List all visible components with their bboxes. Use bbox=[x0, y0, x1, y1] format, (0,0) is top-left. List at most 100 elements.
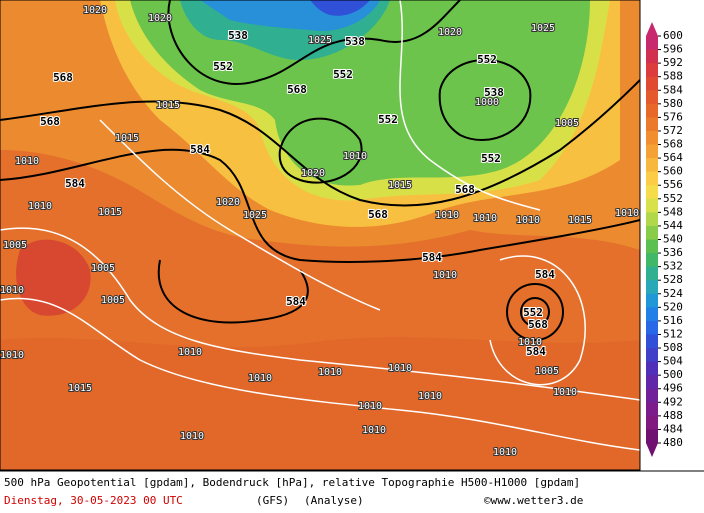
colorbar-label: 548 bbox=[663, 205, 683, 218]
contour-label: 584 bbox=[526, 345, 546, 358]
contour-label: 1005 bbox=[555, 118, 579, 129]
contour-label: 1005 bbox=[535, 366, 559, 377]
colorbar: 6005965925885845805765725685645605565525… bbox=[646, 22, 683, 457]
contour-label: 1015 bbox=[388, 180, 412, 191]
colorbar-swatch bbox=[646, 130, 658, 146]
contour-label: 1010 bbox=[28, 201, 52, 212]
contour-label: 1010 bbox=[473, 213, 497, 224]
colorbar-label: 536 bbox=[663, 246, 683, 259]
contour-label: 1020 bbox=[148, 13, 172, 24]
contour-label: 1000 bbox=[475, 97, 499, 108]
contour-label: 1010 bbox=[516, 215, 540, 226]
contour-label: 1015 bbox=[115, 133, 139, 144]
contour-label: 1025 bbox=[531, 23, 555, 34]
colorbar-label: 568 bbox=[663, 138, 683, 151]
contour-label: 568 bbox=[287, 83, 307, 96]
contour-label: 538 bbox=[228, 29, 248, 42]
map-background bbox=[0, 0, 640, 470]
colorbar-label: 528 bbox=[663, 273, 683, 286]
contour-label: 1010 bbox=[433, 270, 457, 281]
contour-lines bbox=[0, 0, 641, 451]
contour-label: 568 bbox=[455, 183, 475, 196]
colorbar-label: 524 bbox=[663, 287, 683, 300]
colorbar-swatch bbox=[646, 361, 658, 376]
colorbar-swatch bbox=[646, 117, 658, 132]
contour-label: 1015 bbox=[156, 100, 180, 111]
contour-label: 584 bbox=[286, 295, 306, 308]
colorbar-label: 520 bbox=[663, 300, 683, 313]
colorbar-label: 492 bbox=[663, 395, 683, 408]
colorbar-swatch bbox=[646, 415, 658, 430]
colorbar-arrow-bottom bbox=[646, 443, 658, 457]
colorbar-label: 532 bbox=[663, 260, 683, 273]
colorbar-swatch bbox=[646, 375, 658, 390]
colorbar-label: 600 bbox=[663, 29, 683, 42]
footer-date: Dienstag, 30-05-2023 00 UTC bbox=[4, 494, 183, 507]
colorbar-swatch bbox=[646, 90, 658, 105]
colorbar-label: 516 bbox=[663, 314, 683, 327]
contour-label: 1010 bbox=[362, 425, 386, 436]
contour-label: 1020 bbox=[216, 197, 240, 208]
colorbar-swatch bbox=[646, 280, 658, 295]
colorbar-swatch bbox=[646, 334, 658, 349]
contour-label: 584 bbox=[190, 143, 210, 156]
colorbar-swatch bbox=[646, 185, 658, 200]
colorbar-label: 544 bbox=[663, 219, 683, 232]
colorbar-label: 512 bbox=[663, 327, 683, 340]
colorbar-swatch bbox=[646, 388, 658, 403]
contour-label: 1015 bbox=[568, 215, 592, 226]
colorbar-label: 496 bbox=[663, 382, 683, 395]
colorbar-label: 484 bbox=[663, 422, 683, 435]
colorbar-label: 588 bbox=[663, 70, 683, 83]
colorbar-swatch bbox=[646, 225, 658, 240]
colorbar-swatch bbox=[646, 63, 658, 78]
contour-label: 1010 bbox=[0, 285, 24, 296]
contour-label: 1010 bbox=[418, 391, 442, 402]
contour-label: 1020 bbox=[83, 5, 107, 16]
colorbar-swatch bbox=[646, 320, 658, 335]
colorbar-swatch bbox=[646, 103, 658, 118]
contour-label: 1005 bbox=[3, 240, 27, 251]
colorbar-swatch bbox=[646, 239, 658, 254]
contour-label: 552 bbox=[477, 53, 497, 66]
colorbar-label: 480 bbox=[663, 436, 683, 449]
colorbar-swatch bbox=[646, 144, 658, 159]
colorbar-swatch bbox=[646, 253, 658, 268]
colorbar-label: 584 bbox=[663, 83, 683, 96]
contour-label: 1025 bbox=[243, 210, 267, 221]
contour-label: 1010 bbox=[248, 373, 272, 384]
colorbar-swatch bbox=[646, 76, 658, 91]
colorbar-swatch bbox=[646, 36, 658, 51]
colorbar-swatch bbox=[646, 429, 658, 444]
contour-label: 1010 bbox=[178, 347, 202, 358]
contour-label: 552 bbox=[378, 113, 398, 126]
footer-model: (GFS) bbox=[256, 494, 289, 507]
contour-label: 1010 bbox=[518, 337, 542, 348]
contour-label: 1010 bbox=[0, 350, 24, 361]
colorbar-label: 572 bbox=[663, 124, 683, 137]
contour-label: 1010 bbox=[493, 447, 517, 458]
footer-credit: ©www.wetter3.de bbox=[484, 494, 583, 507]
colorbar-label: 508 bbox=[663, 341, 683, 354]
contour-label: 1020 bbox=[438, 27, 462, 38]
footer-description: 500 hPa Geopotential [gpdam], Bodendruck… bbox=[4, 476, 580, 489]
contour-label: 1010 bbox=[553, 387, 577, 398]
contour-label: 1015 bbox=[68, 383, 92, 394]
contour-label: 538 bbox=[345, 35, 365, 48]
colorbar-swatch bbox=[646, 49, 658, 64]
colorbar-arrow-top bbox=[646, 22, 658, 36]
colorbar-label: 580 bbox=[663, 97, 683, 110]
contour-label: 1025 bbox=[308, 35, 332, 46]
colorbar-swatch bbox=[646, 266, 658, 281]
contour-label: 568 bbox=[53, 71, 73, 84]
contour-label: 552 bbox=[481, 152, 501, 165]
colorbar-swatch bbox=[646, 212, 658, 227]
colorbar-swatch bbox=[646, 348, 658, 363]
colorbar-label: 576 bbox=[663, 110, 683, 123]
contour-label: 568 bbox=[368, 208, 388, 221]
colorbar-swatch bbox=[646, 171, 658, 186]
footer-run: (Analyse) bbox=[304, 494, 364, 507]
contour-label: 1010 bbox=[615, 208, 639, 219]
colorbar-label: 592 bbox=[663, 56, 683, 69]
